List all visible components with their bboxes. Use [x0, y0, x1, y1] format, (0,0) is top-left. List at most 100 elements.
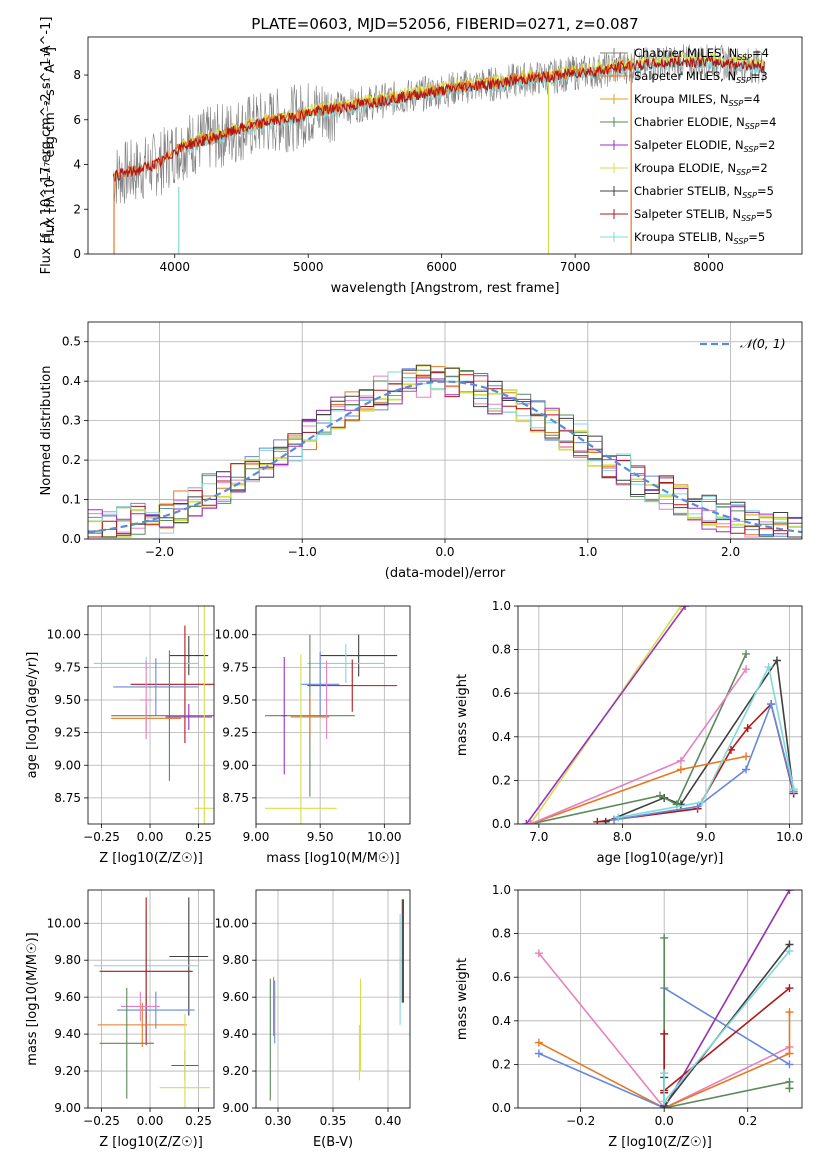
legend-label: Salpeter MILES, NSSP=3: [634, 69, 768, 85]
x-tick-label: 8.0: [613, 830, 632, 844]
x-tick-label: 0.25: [185, 1114, 212, 1128]
y-axis-label: age [log10(age/yr)]: [25, 652, 40, 779]
series-marker: [593, 817, 602, 824]
x-tick-label: 10.00: [367, 830, 401, 844]
legend-text: Salpeter ELODIE, N: [634, 138, 744, 152]
y-tick-label: 2: [73, 202, 81, 216]
x-tick-label: −0.25: [83, 1114, 120, 1128]
y-tick-label: 6: [73, 113, 81, 127]
legend-text: Salpeter STELIB, N: [634, 207, 741, 221]
x-tick-label: 0.25: [185, 830, 212, 844]
axes-frame: [87, 605, 215, 825]
axes-frame: [87, 36, 803, 255]
y-tick-label: 9.80: [222, 953, 249, 967]
x-tick-label: −0.25: [83, 830, 120, 844]
x-tick-label: 0.30: [265, 1114, 292, 1128]
legend-count: =4: [760, 115, 777, 129]
x-tick-label: 0.40: [375, 1114, 402, 1128]
x-axis-label: wavelength [Angstrom, rest frame]: [331, 281, 560, 296]
figure-title: PLATE=0603, MJD=52056, FIBERID=0271, z=0…: [251, 15, 638, 33]
x-tick-label: 0.00: [137, 1114, 164, 1128]
y-tick-label: 1.0: [492, 883, 511, 897]
x-tick-label: 7000: [560, 260, 591, 274]
y-tick-label: 9.80: [54, 953, 81, 967]
y-tick-label: 9.40: [54, 1027, 81, 1041]
errorbar-layer: [93, 606, 214, 824]
y-tick-label: 9.00: [54, 1101, 81, 1115]
series-marker: [676, 606, 685, 610]
y-tick-label: 9.25: [54, 726, 81, 740]
series-marker: [789, 785, 798, 794]
x-axis-label: age [log10(age/yr)]: [597, 851, 724, 866]
series-layer: [522, 606, 798, 824]
x-tick-label: 0.00: [137, 830, 164, 844]
model-spectrum-salpeter_stelib: [112, 54, 765, 182]
axes-frame: [517, 605, 803, 825]
axes-frame: [87, 321, 803, 540]
y-tick-label: 0.0: [492, 1101, 511, 1115]
y-tick-label: 0.2: [62, 453, 81, 467]
series-layer: [534, 890, 794, 1108]
y-tick-label: 9.00: [222, 758, 249, 772]
y-tick-label: 0.6: [492, 686, 511, 700]
series-marker: [743, 724, 752, 733]
axes-frame: [255, 605, 411, 825]
series-marker: [534, 1038, 543, 1047]
series-marker: [526, 820, 535, 824]
series-line: [618, 664, 795, 819]
series-line: [538, 952, 790, 1108]
y-tick-label: 0.5: [62, 335, 81, 349]
series-marker: [660, 1097, 669, 1106]
y-tick-label: 0.0: [492, 817, 511, 831]
legend-label: Kroupa MILES, NSSP=4: [634, 92, 760, 108]
y-tick-label: 0.2: [492, 1057, 511, 1071]
legend-count: =5: [756, 207, 773, 221]
y-tick-label: 0.0: [62, 532, 81, 546]
y-tick-label: 9.00: [222, 1101, 249, 1115]
y-tick-label: 0.4: [492, 1014, 511, 1028]
y-tick-label: 10.00: [215, 628, 249, 642]
series-marker: [522, 820, 531, 824]
series-marker: [767, 700, 776, 709]
series-marker: [534, 949, 543, 958]
legend-count: =3: [751, 69, 768, 83]
x-axis-label: Z [log10(Z/Z☉)]: [608, 1135, 712, 1150]
series-line: [605, 658, 795, 823]
y-tick-label: 10.00: [47, 916, 81, 930]
x-tick-label: 0.0: [435, 545, 454, 559]
legend-subscript: SSP: [741, 214, 756, 223]
x-tick-label: 9.0: [696, 830, 715, 844]
legend-count: =2: [751, 161, 768, 175]
series-marker: [772, 656, 781, 665]
legend-subscript: SSP: [737, 53, 752, 62]
y-tick-label: 8.75: [222, 791, 249, 805]
series-marker: [742, 665, 751, 674]
legend-count: =2: [758, 138, 775, 152]
x-tick-label: 8000: [693, 260, 724, 274]
x-tick-label: 2.0: [721, 545, 740, 559]
axes-frame: [517, 889, 803, 1109]
y-tick-label: 4: [73, 158, 81, 172]
x-tick-label: 4000: [159, 260, 190, 274]
y-axis-label: mass [log10(M/M☉)]: [25, 932, 40, 1065]
x-tick-label: −2.0: [145, 545, 174, 559]
legend-label: Chabrier MILES, NSSP=4: [634, 46, 769, 62]
series-marker: [676, 765, 685, 774]
y-tick-label: 10.00: [47, 628, 81, 642]
normal-curve: [87, 380, 803, 534]
legend-subscript: SSP: [734, 237, 749, 246]
series-marker: [534, 1049, 543, 1058]
y-tick-label: 0.2: [492, 773, 511, 787]
legend-count: =4: [752, 46, 769, 60]
y-axis-label: Flux [f_λ 10^-17 erg cm^-2 s^-1 A^-1]: [39, 17, 54, 275]
panel-3: 9.00 9.50 10.00 8.75 9.00 9.25 9.50 9.75 10.00 ma…: [215, 605, 411, 866]
series-marker: [764, 663, 773, 672]
legend-subscript: SSP: [744, 145, 759, 154]
y-tick-label: 0.6: [492, 970, 511, 984]
series-marker: [660, 1029, 669, 1038]
spectrum-layer: [112, 44, 765, 254]
axes-frame: [255, 889, 411, 1109]
legend-subscript: SSP: [736, 168, 751, 177]
x-tick-label: 1.0: [578, 545, 597, 559]
legend-text: Chabrier STELIB, N: [634, 184, 742, 198]
